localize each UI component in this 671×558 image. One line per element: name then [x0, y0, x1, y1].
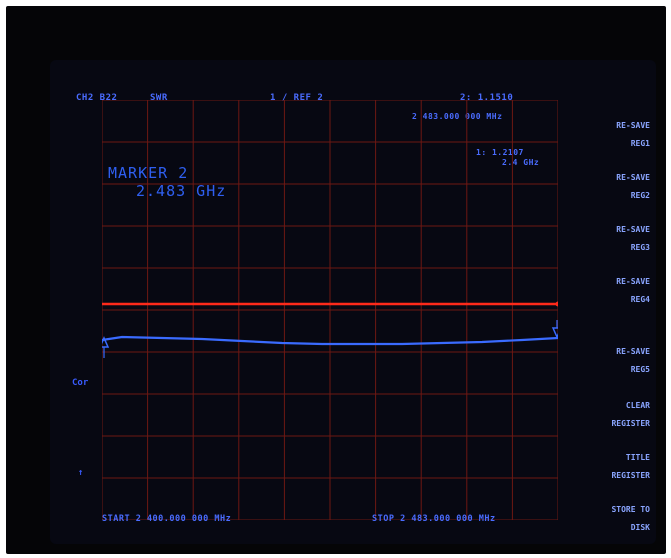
marker-1-symbol [102, 336, 110, 358]
reference-marker [555, 301, 558, 307]
analyzer-screen: CH2 B22 SWR 1 / REF 2 2: 1.1510 2 483.00… [50, 60, 656, 544]
softkey-label-line1: RE-SAVE [616, 347, 650, 356]
marker-title: MARKER 2 [108, 164, 189, 182]
softkey-label-line1: RE-SAVE [616, 225, 650, 234]
marker1-frequency: 2.4 GHz [502, 158, 540, 167]
softkey-label-line2: REG5 [630, 365, 650, 374]
softkey-label-line2: REG3 [630, 243, 650, 252]
marker-2-symbol [551, 320, 558, 339]
softkey-label-line1: RE-SAVE [616, 277, 650, 286]
softkey-title-register[interactable]: TITLE REGISTER [570, 444, 650, 489]
softkey-resave-reg3[interactable]: RE-SAVE REG3 [570, 216, 650, 261]
scale-label: 1 / REF 2 [270, 93, 324, 103]
softkey-label-line2: REG4 [630, 295, 650, 304]
measurement-grid [102, 100, 558, 520]
softkey-label-line2: REGISTER [611, 419, 650, 428]
softkey-resave-reg5[interactable]: RE-SAVE REG5 [570, 338, 650, 383]
marker-readout: 2: 1.1510 [460, 93, 514, 103]
marker-frequency: 2 483.000 000 MHz [412, 112, 503, 121]
softkey-label-line1: RE-SAVE [616, 121, 650, 130]
softkey-store-to-disk[interactable]: STORE TO DISK [570, 496, 650, 541]
softkey-label-line2: REGISTER [611, 471, 650, 480]
softkey-label-line1: RE-SAVE [616, 173, 650, 182]
softkey-label-line2: DISK [630, 523, 650, 532]
softkey-resave-reg2[interactable]: RE-SAVE REG2 [570, 164, 650, 209]
correction-label: Cor [72, 378, 89, 388]
grid-lines [102, 100, 558, 520]
softkey-label-line1: STORE TO [611, 505, 650, 514]
channel-label: CH2 B22 [76, 93, 118, 103]
start-frequency: START 2 400.000 000 MHz [102, 514, 232, 524]
stop-frequency: STOP 2 483.000 000 MHz [372, 514, 496, 524]
softkey-resave-reg4[interactable]: RE-SAVE REG4 [570, 268, 650, 313]
marker-frequency-large: 2.483 GHz [136, 182, 227, 200]
marker1-value: 1: 1.2107 [476, 148, 524, 157]
softkey-label-line2: REG2 [630, 191, 650, 200]
softkey-clear-register[interactable]: CLEAR REGISTER [570, 392, 650, 437]
scale-indicator: ↑ [78, 468, 84, 478]
softkey-label-line2: REG1 [630, 139, 650, 148]
swr-trace [102, 335, 558, 346]
softkey-resave-reg1[interactable]: RE-SAVE REG1 [570, 112, 650, 157]
format-label: SWR [150, 93, 168, 103]
active-marker-display: MARKER 2 2.483 GHz [108, 164, 226, 200]
softkey-label-line1: TITLE [625, 453, 650, 462]
softkey-label-line1: CLEAR [625, 401, 650, 410]
